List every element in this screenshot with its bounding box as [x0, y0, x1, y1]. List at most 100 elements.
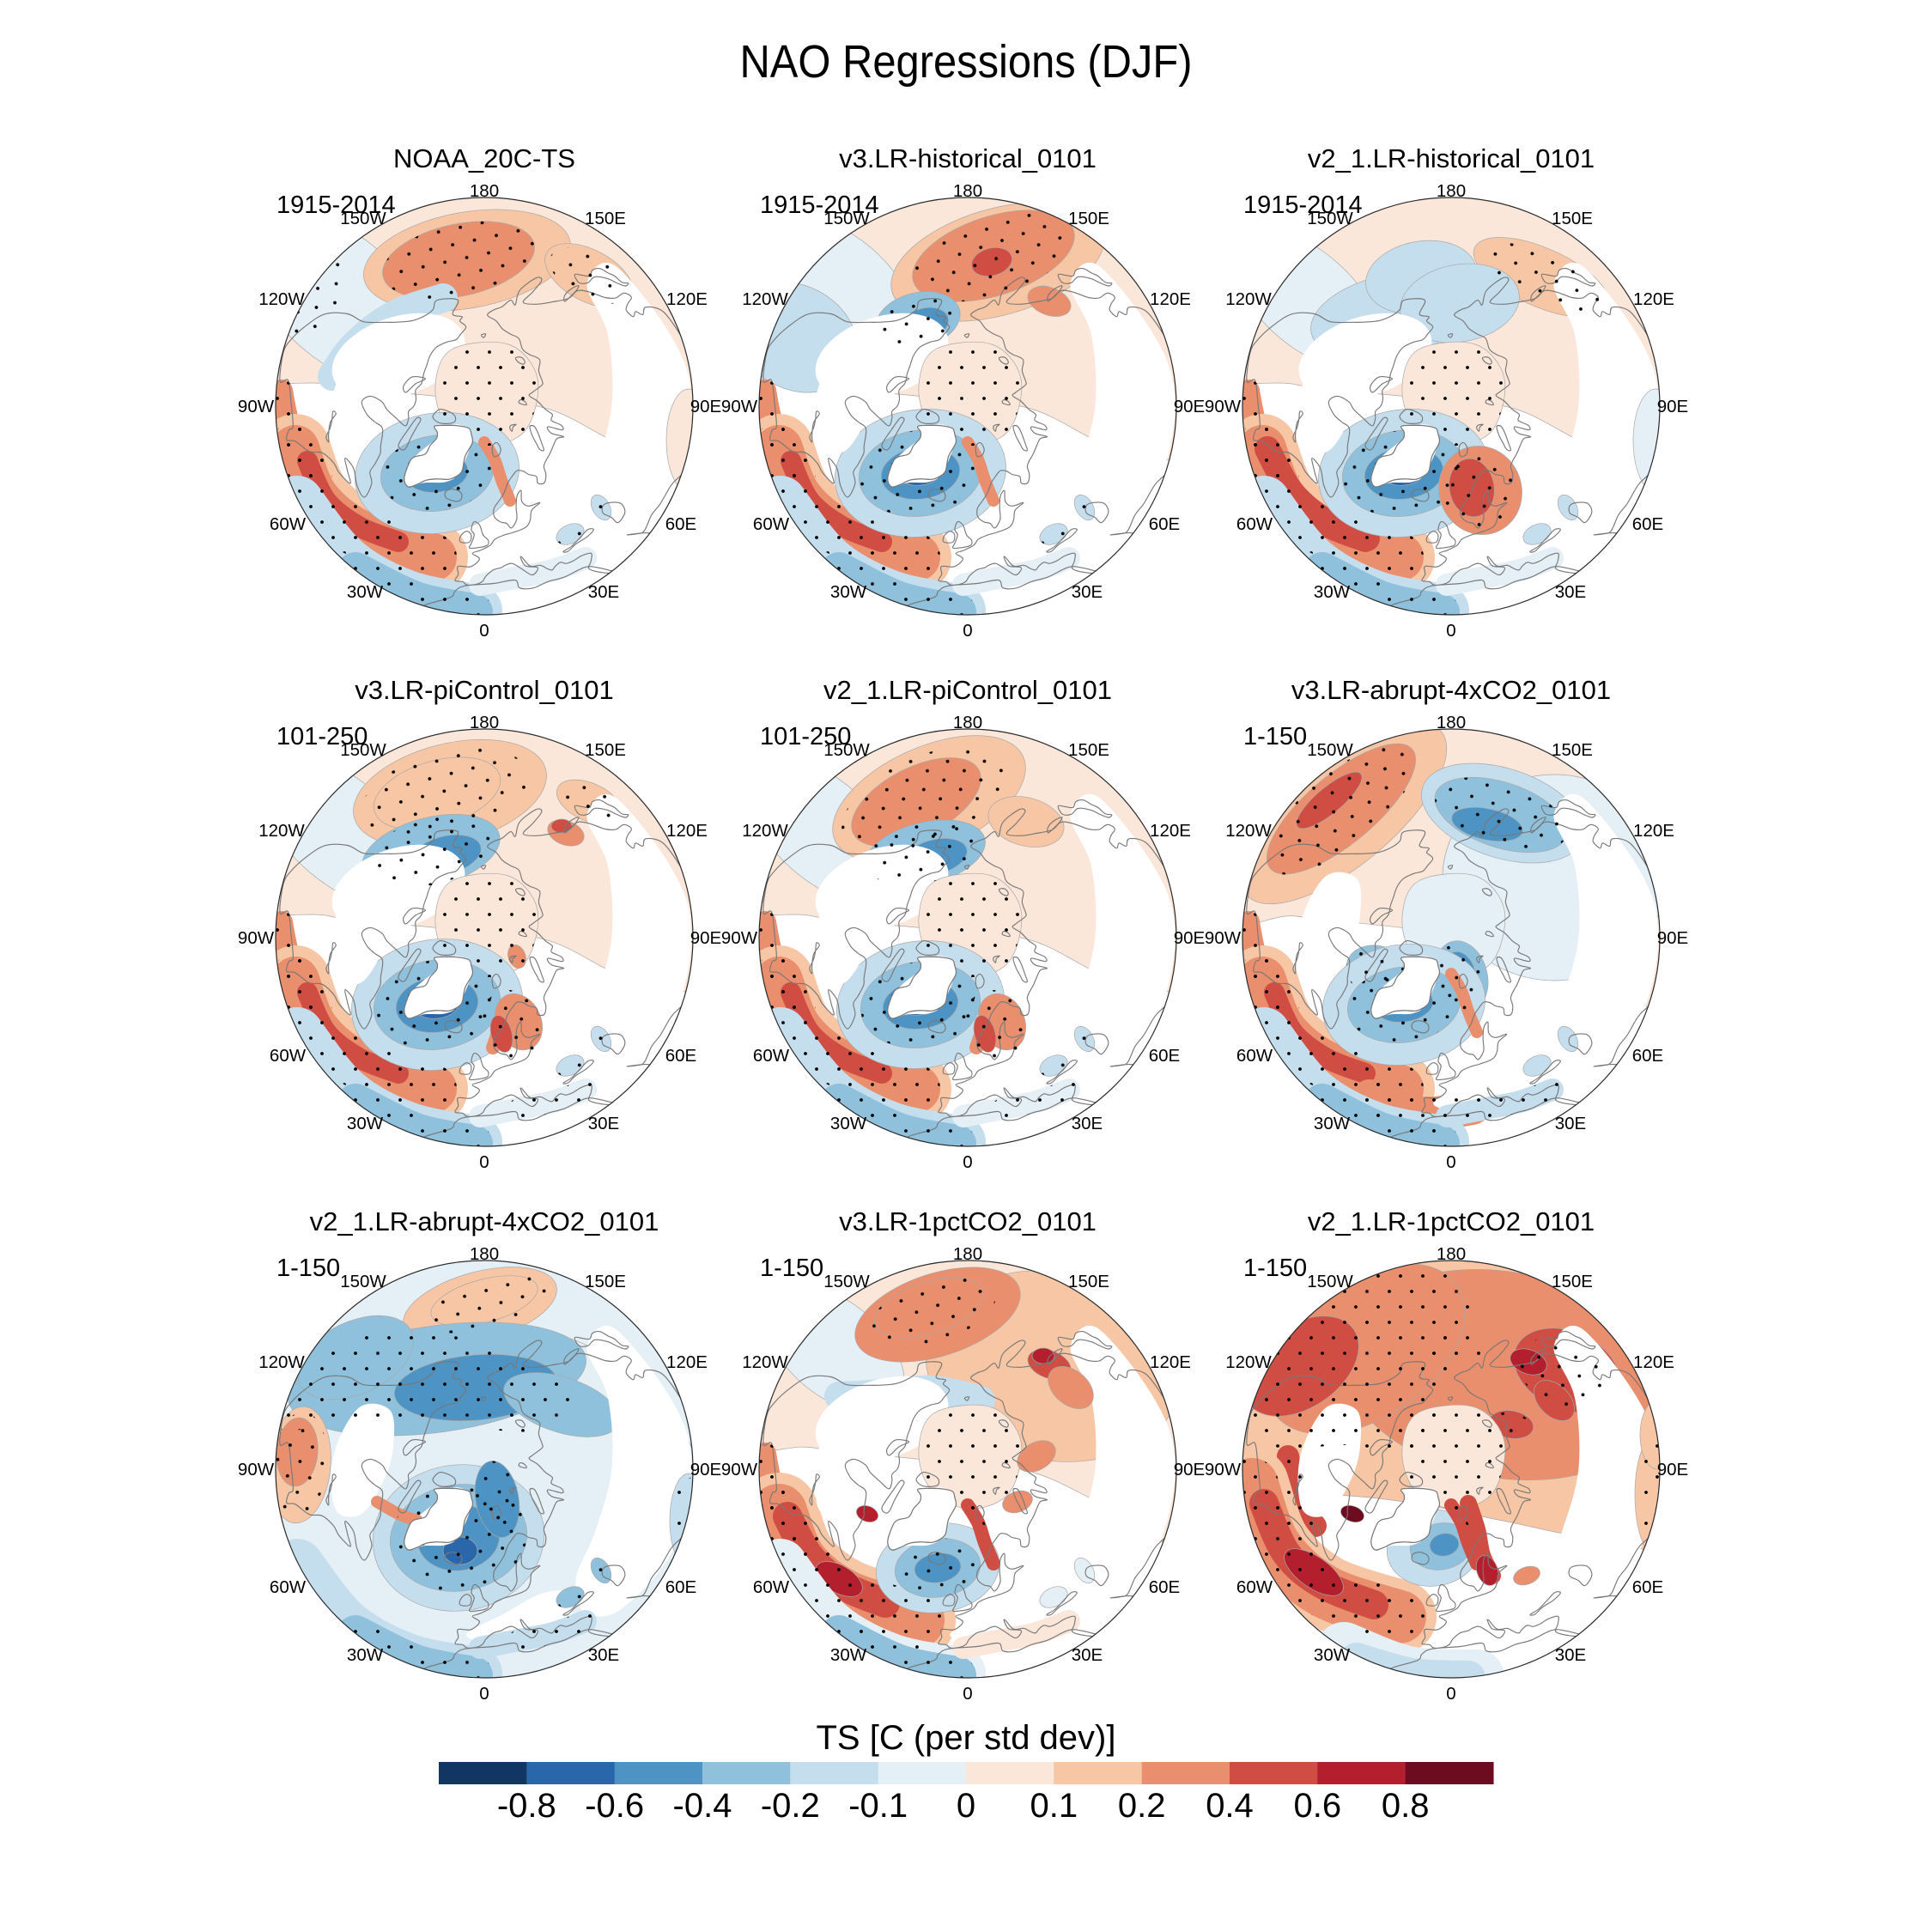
svg-text:0: 0	[963, 621, 972, 641]
svg-text:180: 180	[953, 1244, 982, 1264]
svg-text:60E: 60E	[1632, 514, 1663, 534]
svg-text:30E: 30E	[1072, 1114, 1103, 1133]
svg-text:1-150: 1-150	[760, 1255, 823, 1282]
svg-text:-0.1: -0.1	[848, 1787, 908, 1825]
svg-text:150E: 150E	[1552, 209, 1593, 228]
svg-text:0: 0	[963, 1684, 972, 1704]
svg-text:60W: 60W	[1236, 1046, 1273, 1066]
svg-text:30E: 30E	[588, 1645, 619, 1665]
svg-text:30E: 30E	[588, 1114, 619, 1133]
svg-text:30E: 30E	[1072, 582, 1103, 602]
svg-text:180: 180	[1437, 713, 1466, 732]
svg-text:120W: 120W	[1225, 289, 1272, 309]
svg-text:0: 0	[963, 1152, 972, 1172]
svg-text:60E: 60E	[665, 1577, 696, 1597]
svg-text:v3.LR-piControl_0101: v3.LR-piControl_0101	[355, 675, 614, 705]
svg-text:90E: 90E	[1174, 1460, 1205, 1479]
svg-text:30E: 30E	[588, 582, 619, 602]
svg-text:120E: 120E	[1633, 1352, 1674, 1372]
svg-text:150E: 150E	[585, 1272, 626, 1291]
svg-text:0.8: 0.8	[1382, 1787, 1430, 1825]
svg-text:120W: 120W	[258, 1352, 305, 1372]
svg-text:v2_1.LR-abrupt-4xCO2_0101: v2_1.LR-abrupt-4xCO2_0101	[310, 1206, 659, 1236]
svg-text:60E: 60E	[1632, 1577, 1663, 1597]
svg-text:v2_1.LR-piControl_0101: v2_1.LR-piControl_0101	[823, 675, 1112, 705]
svg-text:60E: 60E	[1149, 1046, 1180, 1066]
svg-text:30W: 30W	[830, 1114, 867, 1133]
svg-text:120E: 120E	[666, 289, 708, 309]
svg-text:60W: 60W	[1236, 1577, 1273, 1597]
svg-text:90W: 90W	[238, 397, 275, 416]
svg-text:150E: 150E	[585, 209, 626, 228]
svg-text:150W: 150W	[340, 209, 386, 228]
svg-text:60W: 60W	[753, 514, 790, 534]
svg-text:1915-2014: 1915-2014	[276, 191, 396, 219]
svg-text:60E: 60E	[665, 1046, 696, 1066]
svg-text:90W: 90W	[721, 1460, 758, 1479]
svg-text:0.4: 0.4	[1206, 1787, 1254, 1825]
svg-text:90W: 90W	[721, 397, 758, 416]
svg-text:0: 0	[479, 1152, 489, 1172]
svg-text:101-250: 101-250	[760, 723, 851, 750]
svg-text:90W: 90W	[1205, 397, 1242, 416]
svg-text:60W: 60W	[753, 1046, 790, 1066]
svg-text:0: 0	[1446, 621, 1455, 641]
svg-text:120E: 120E	[1150, 1352, 1191, 1372]
svg-text:120W: 120W	[742, 289, 788, 309]
svg-text:0: 0	[479, 621, 489, 641]
svg-text:90E: 90E	[1657, 397, 1688, 416]
svg-text:30E: 30E	[1072, 1645, 1103, 1665]
svg-text:0: 0	[1446, 1684, 1455, 1704]
svg-text:90E: 90E	[690, 397, 721, 416]
svg-text:TS [C (per std dev)]: TS [C (per std dev)]	[817, 1719, 1116, 1757]
svg-text:90E: 90E	[690, 928, 721, 948]
svg-text:120E: 120E	[1633, 821, 1674, 841]
svg-text:0: 0	[1446, 1152, 1455, 1172]
svg-text:0.1: 0.1	[1030, 1787, 1078, 1825]
svg-text:90W: 90W	[238, 928, 275, 948]
svg-text:120W: 120W	[258, 821, 305, 841]
svg-text:30W: 30W	[1314, 1645, 1351, 1665]
svg-text:150E: 150E	[1552, 1272, 1593, 1291]
svg-text:1915-2014: 1915-2014	[760, 191, 879, 219]
svg-text:120W: 120W	[1225, 821, 1272, 841]
svg-text:90E: 90E	[1174, 928, 1205, 948]
svg-text:150W: 150W	[1307, 209, 1353, 228]
svg-text:-0.4: -0.4	[673, 1787, 732, 1825]
svg-text:60E: 60E	[1149, 1577, 1180, 1597]
svg-text:90E: 90E	[1657, 1460, 1688, 1479]
svg-text:120W: 120W	[1225, 1352, 1272, 1372]
svg-text:60W: 60W	[270, 1046, 307, 1066]
svg-text:30W: 30W	[1314, 1114, 1351, 1133]
svg-text:v2_1.LR-1pctCO2_0101: v2_1.LR-1pctCO2_0101	[1308, 1206, 1595, 1236]
svg-text:30E: 30E	[1555, 1645, 1586, 1665]
svg-text:150W: 150W	[1307, 1272, 1353, 1291]
svg-text:180: 180	[1437, 181, 1466, 201]
svg-text:120E: 120E	[1633, 289, 1674, 309]
svg-text:v3.LR-1pctCO2_0101: v3.LR-1pctCO2_0101	[839, 1206, 1097, 1236]
svg-text:180: 180	[953, 181, 982, 201]
svg-text:90W: 90W	[238, 1460, 275, 1479]
svg-text:30W: 30W	[347, 1645, 384, 1665]
svg-text:150W: 150W	[823, 1272, 870, 1291]
svg-text:150W: 150W	[823, 740, 870, 760]
svg-text:120W: 120W	[742, 821, 788, 841]
svg-text:0: 0	[957, 1787, 975, 1825]
svg-text:90W: 90W	[1205, 928, 1242, 948]
svg-text:1-150: 1-150	[276, 1255, 340, 1282]
svg-text:60W: 60W	[753, 1577, 790, 1597]
svg-text:60W: 60W	[270, 514, 307, 534]
svg-text:150W: 150W	[340, 740, 386, 760]
svg-text:30W: 30W	[830, 582, 867, 602]
svg-text:180: 180	[470, 713, 499, 732]
svg-text:60E: 60E	[1149, 514, 1180, 534]
svg-text:150E: 150E	[1068, 1272, 1109, 1291]
svg-text:0.6: 0.6	[1293, 1787, 1341, 1825]
svg-text:-0.2: -0.2	[761, 1787, 820, 1825]
svg-text:60W: 60W	[270, 1577, 307, 1597]
svg-text:90E: 90E	[1657, 928, 1688, 948]
svg-text:120W: 120W	[258, 289, 305, 309]
svg-text:90E: 90E	[1174, 397, 1205, 416]
svg-text:60E: 60E	[1632, 1046, 1663, 1066]
svg-text:30W: 30W	[1314, 582, 1351, 602]
